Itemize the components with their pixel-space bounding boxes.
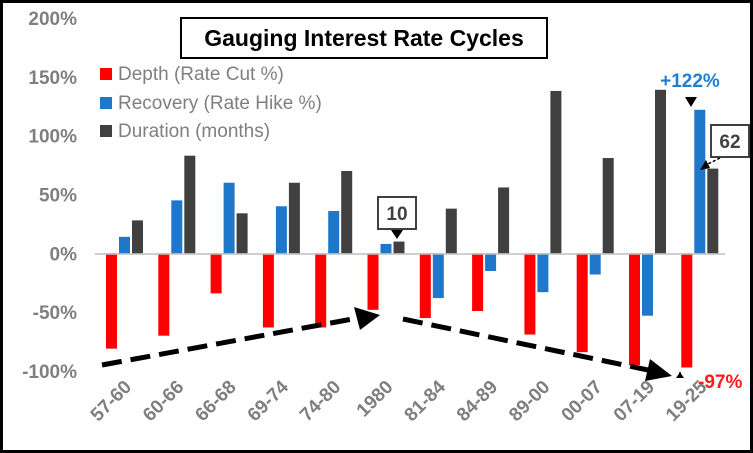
bar-depth-07-19: [629, 253, 640, 366]
bar-recovery-84-89: [485, 253, 497, 271]
bar-recovery-00-07: [589, 253, 601, 275]
bar-recovery-57-60: [119, 236, 130, 254]
chart-title: Gauging Interest Rate Cycles: [204, 25, 524, 51]
y-tick-label: 50%: [39, 186, 77, 207]
bar-depth-00-07: [576, 253, 588, 353]
legend-label-recovery: Recovery (Rate Hike %): [118, 93, 322, 114]
bar-duration-66-68: [236, 213, 248, 254]
bar-recovery-81-84: [432, 253, 444, 299]
bar-duration-89-00: [550, 90, 562, 254]
bars: [106, 89, 719, 368]
bar-depth-57-60: [106, 253, 117, 349]
legend-label-depth: Depth (Rate Cut %): [118, 64, 284, 85]
bar-depth-81-84: [419, 253, 431, 319]
bar-recovery-69-74: [275, 206, 287, 254]
y-tick-label: 0%: [50, 244, 78, 265]
trend-arrowhead-left: [354, 307, 380, 330]
bar-duration-84-89: [498, 187, 510, 254]
bar-recovery-1980: [380, 243, 392, 254]
trend-arrows: [101, 307, 672, 381]
callout-duration-last: 62: [700, 124, 750, 170]
trend-arrowhead-right: [645, 359, 672, 381]
callout-1980: 10: [377, 196, 417, 239]
legend-swatch-depth: [100, 68, 112, 80]
bar-duration-07-19: [655, 89, 666, 254]
recovery-last-pointer: [685, 97, 697, 107]
depth-last-pointer: [676, 372, 684, 378]
bar-depth-19-25: [681, 253, 693, 368]
bar-duration-60-66: [184, 155, 196, 254]
y-axis: 200% 150% 100% 50% 0% -50% -100%: [22, 9, 77, 383]
y-tick-label: -100%: [22, 362, 77, 383]
bar-recovery-89-00: [537, 253, 549, 293]
bar-duration-19-25: [707, 168, 719, 254]
bar-depth-66-68: [210, 253, 222, 294]
bar-duration-57-60: [132, 220, 143, 254]
bar-recovery-60-66: [171, 200, 183, 254]
callout-1980-text: 10: [386, 204, 407, 225]
bar-duration-81-84: [445, 208, 457, 254]
trend-arrow-left: [101, 315, 359, 368]
bar-recovery-19-25: [694, 109, 706, 254]
bar-depth-1980: [367, 253, 379, 310]
bar-recovery-07-19: [642, 253, 653, 316]
legend-swatch-recovery: [100, 97, 112, 109]
recovery-last-label: +122%: [660, 71, 720, 92]
bar-depth-84-89: [472, 253, 484, 311]
legend-label-duration: Duration (months): [118, 121, 270, 142]
y-tick-label: 100%: [28, 127, 77, 148]
bar-recovery-74-80: [328, 210, 340, 254]
y-tick-label: -50%: [33, 303, 77, 324]
trend-arrow-right: [402, 316, 649, 373]
y-tick-label: 150%: [28, 68, 77, 89]
legend: Depth (Rate Cut %) Recovery (Rate Hike %…: [100, 64, 322, 142]
y-tick-label: 200%: [28, 9, 77, 30]
bar-depth-60-66: [158, 253, 170, 336]
bar-duration-74-80: [341, 170, 353, 254]
bar-duration-1980: [393, 241, 405, 254]
bar-recovery-66-68: [223, 182, 235, 254]
bar-depth-89-00: [524, 253, 536, 335]
bar-duration-69-74: [288, 182, 300, 254]
bar-depth-74-80: [315, 253, 327, 328]
bar-depth-69-74: [262, 253, 274, 328]
callout-duration-last-text: 62: [719, 132, 740, 153]
depth-last-label: -97%: [698, 372, 742, 393]
legend-swatch-duration: [100, 125, 112, 137]
title-box: [180, 17, 548, 59]
bar-duration-00-07: [602, 158, 614, 254]
